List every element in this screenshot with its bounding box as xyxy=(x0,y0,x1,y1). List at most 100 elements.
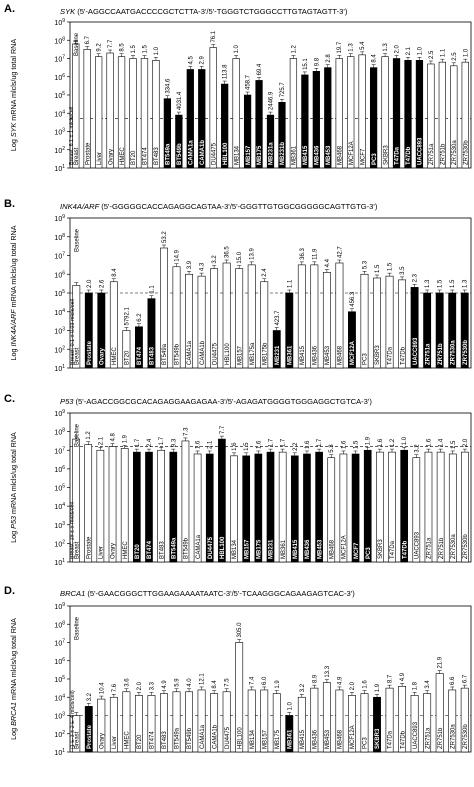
category-label: HMEC xyxy=(120,147,126,165)
y-tick-label: 107 xyxy=(54,55,65,64)
primer-sequence: (5'-AGGCCAATGACCCCGCTCTTA-3'/5'-TGGGTCTG… xyxy=(77,7,348,16)
category-label: MCF12A xyxy=(350,340,356,365)
y-axis-label: Log INK4A/ARF mRNA mlcls/ug total RNA xyxy=(9,225,18,360)
value-label: 7.6 xyxy=(112,683,118,692)
value-label: 1.7 xyxy=(159,436,165,445)
primer-header: P53 (5'-AGACCGGCGCACAGAGGAAGAGAA-3'/5'-AG… xyxy=(60,397,372,406)
y-tick-label: 102 xyxy=(54,146,65,155)
value-label: 10.4 xyxy=(99,682,105,694)
category-label: Prostate xyxy=(86,536,92,559)
value-label: 5.3 xyxy=(329,444,335,453)
value-label: 1.6 xyxy=(341,440,347,449)
y-tick-label: 109 xyxy=(54,18,65,27)
value-label: 1.9 xyxy=(366,436,372,445)
value-label: 1.5 xyxy=(450,279,456,288)
category-label: HMEC xyxy=(125,731,131,749)
chart-panel-4: D. BRCA1 (5'-GAACGGGCTTGGAAGAAAATAATC-3'/5… xyxy=(4,585,472,757)
baseline-label: Baseline xyxy=(74,228,80,252)
y-axis-label: Log P53 mRNA mlcls/ug total RNA xyxy=(9,432,18,543)
value-label: 9.3 xyxy=(171,438,177,447)
category-label: T47Da xyxy=(395,146,401,165)
value-label: 4.8 xyxy=(111,433,117,442)
panel-label: A. xyxy=(4,3,15,15)
category-label: ZR7530b xyxy=(463,340,469,365)
category-label: CAMA1b xyxy=(212,724,218,749)
value-label: 3.3 xyxy=(149,681,155,690)
category-label: SKBR3 xyxy=(375,728,381,749)
value-label: 53.2 xyxy=(162,231,168,243)
category-label: Ovary xyxy=(100,347,106,365)
category-label: MB157 xyxy=(244,539,250,559)
value-label: 2.2 xyxy=(293,442,299,451)
value-label: 8.5 xyxy=(120,43,126,52)
value-label: 1.7 xyxy=(281,438,287,447)
category-label: Liver xyxy=(112,736,118,749)
category-label: BT549b xyxy=(177,143,183,165)
category-label: HBL100 xyxy=(225,343,231,365)
panel-label: B. xyxy=(4,198,15,210)
category-label: HBL100 xyxy=(237,727,243,749)
bar-pc3 xyxy=(363,449,372,563)
value-label: 1.6 xyxy=(378,438,384,447)
value-label: 2.0 xyxy=(350,681,356,690)
y-tick-label: 107 xyxy=(54,252,65,261)
category-label: HMEC xyxy=(112,347,118,365)
category-label: MB453 xyxy=(317,539,323,559)
value-label: 6.6 xyxy=(450,676,456,685)
value-label: 1.3 xyxy=(383,43,389,52)
y-tick-label: 109 xyxy=(54,602,65,611)
value-label: 1.7 xyxy=(317,438,323,447)
baseline-note: Breast: 19 ± 5 mlcls/cell xyxy=(70,502,76,559)
category-label: MB468 xyxy=(329,539,335,559)
value-label: 1.9 xyxy=(123,434,129,443)
category-label: UACC893 xyxy=(418,137,424,165)
y-tick-label: 101 xyxy=(54,748,65,757)
primer-header: BRCA1 (5'-GAACGGGCTTGGAAGAAAATAATC-3'/5'-… xyxy=(60,589,355,598)
value-label: 2.1 xyxy=(208,440,214,449)
value-label: 1.8 xyxy=(413,681,419,690)
category-label: MCF12A xyxy=(342,535,348,559)
value-label: 4.9 xyxy=(337,676,343,685)
baseline-label: Baseline xyxy=(74,32,80,56)
y-tick-label: 108 xyxy=(54,428,65,437)
value-label: 8.4 xyxy=(212,680,218,689)
category-label: PC3 xyxy=(363,353,369,365)
bar-liver xyxy=(95,56,103,169)
category-label: ZR751b xyxy=(438,343,444,365)
category-label: BT483 xyxy=(159,541,165,559)
category-label: BT549b xyxy=(187,727,193,749)
category-label: MB415 xyxy=(300,345,306,365)
gene-name: P53 xyxy=(60,397,74,406)
category-label: Prostate xyxy=(85,142,91,165)
category-label: MB134 xyxy=(234,145,240,165)
y-tick-label: 101 xyxy=(54,164,65,173)
category-label: ZR7530a xyxy=(452,140,458,165)
category-label: T47Da xyxy=(388,730,394,749)
value-label: 1.2 xyxy=(86,431,92,440)
value-label: 4.9 xyxy=(162,680,168,689)
value-label: 8.4 xyxy=(372,54,378,63)
y-tick-label: 101 xyxy=(54,364,65,373)
category-label: DU4475 xyxy=(225,726,231,749)
value-label: 1.5 xyxy=(142,44,148,53)
value-label: 36.3 xyxy=(300,248,306,260)
value-label: 3.2 xyxy=(414,444,420,453)
y-tick-label: 109 xyxy=(54,214,65,223)
category-label: BT20 xyxy=(131,150,137,165)
category-label: BT549a xyxy=(162,343,168,365)
value-label: 1.9 xyxy=(375,683,381,692)
value-label: 1.7 xyxy=(135,438,141,447)
category-label: UACC893 xyxy=(415,531,421,559)
category-label: ZR751a xyxy=(425,727,431,749)
category-label: MB175b xyxy=(262,342,268,365)
value-label: 1.5 xyxy=(375,264,381,273)
category-label: MB361 xyxy=(281,539,287,559)
panel-label: C. xyxy=(4,393,15,405)
y-tick-label: 103 xyxy=(54,128,65,137)
category-label: ZR7530b xyxy=(463,724,469,749)
y-tick-label: 102 xyxy=(54,345,65,354)
category-label: PC3 xyxy=(372,153,378,165)
value-label: 19.7 xyxy=(337,41,343,53)
value-label: 5792.1 xyxy=(124,306,130,325)
category-label: DU4475 xyxy=(208,536,214,559)
